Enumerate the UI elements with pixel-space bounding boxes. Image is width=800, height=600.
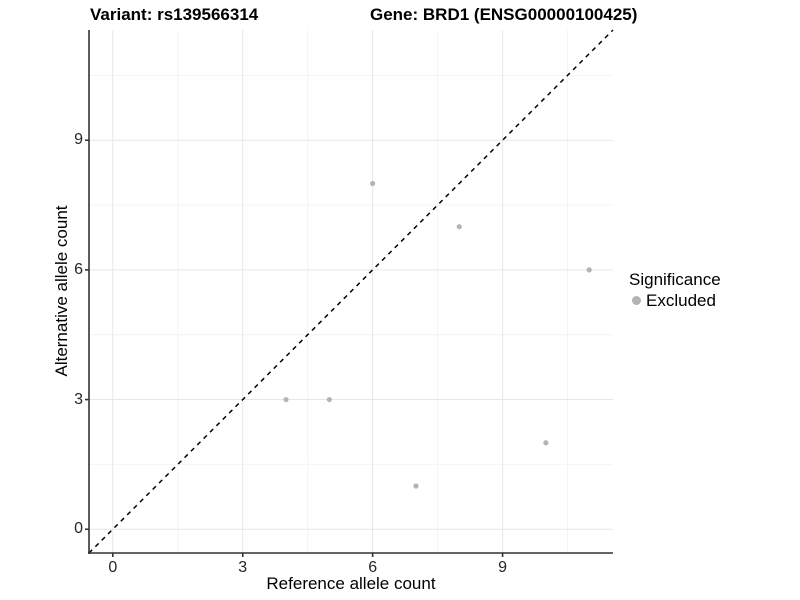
y-tick-label: 0 bbox=[74, 520, 83, 538]
data-point bbox=[413, 483, 419, 489]
data-point bbox=[456, 224, 462, 230]
x-tick-label: 3 bbox=[238, 559, 248, 576]
y-tick-label: 6 bbox=[74, 260, 83, 278]
x-axis-title: Reference allele count bbox=[266, 574, 436, 593]
data-point bbox=[283, 396, 289, 403]
identity-dashed-line bbox=[88, 29, 614, 554]
legend-point-icon bbox=[632, 296, 641, 305]
plot-title-gene: Gene: BRD1 (ENSG00000100425) bbox=[370, 5, 638, 24]
legend-item-excluded: Excluded bbox=[629, 291, 721, 310]
data-point bbox=[543, 440, 549, 446]
x-tick-label: 9 bbox=[498, 559, 508, 576]
x-tick-label: 6 bbox=[368, 559, 378, 576]
data-point bbox=[326, 396, 332, 403]
legend-title: Significance bbox=[629, 270, 721, 289]
data-point bbox=[370, 180, 376, 187]
legend: Significance Excluded bbox=[629, 270, 721, 310]
y-tick-label: 9 bbox=[74, 131, 83, 149]
y-axis-title: Alternative allele count bbox=[52, 205, 71, 377]
x-tick-label: 0 bbox=[108, 559, 118, 576]
y-tick-label: 3 bbox=[74, 390, 83, 408]
legend-item-label: Excluded bbox=[646, 291, 716, 310]
data-point bbox=[586, 267, 592, 273]
plot-title-variant: Variant: rs139566314 bbox=[90, 5, 259, 24]
